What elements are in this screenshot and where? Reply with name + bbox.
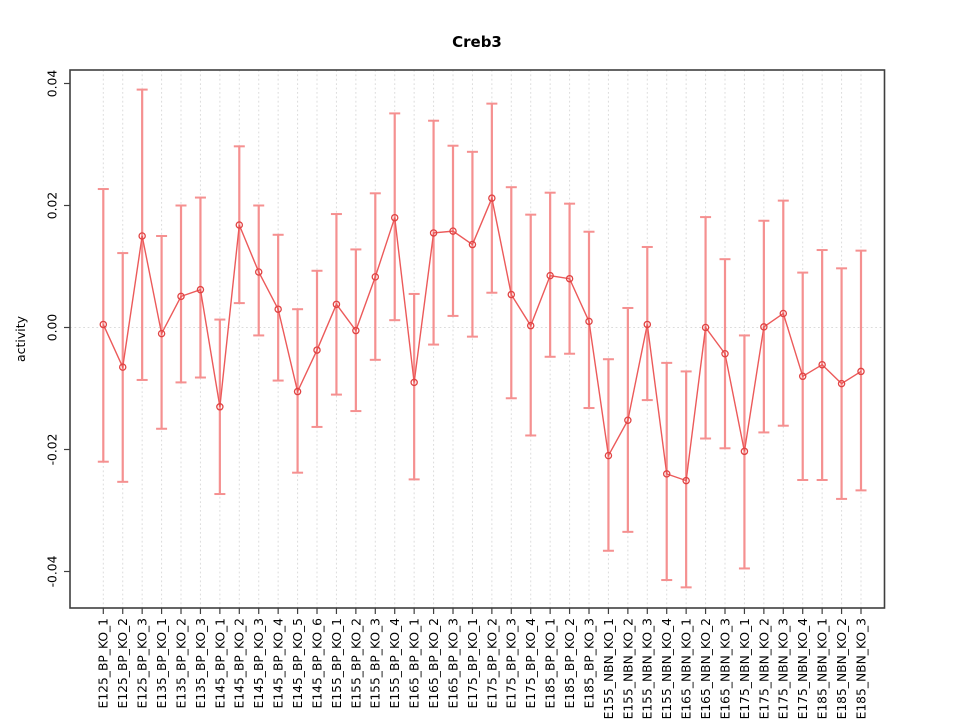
x-tick-label: E125_BP_KO_1 (97, 618, 111, 708)
plot-border (69, 69, 886, 609)
x-tick-label: E175_BP_KO_3 (505, 618, 519, 708)
data-point-marker (177, 292, 185, 301)
data-point-marker (507, 290, 516, 299)
x-tick-label: E125_BP_KO_3 (136, 618, 150, 708)
x-tick-label: E175_NBN_KO_4 (796, 618, 810, 720)
x-tick-label: E175_BP_KO_2 (485, 618, 499, 708)
data-point-marker (196, 285, 205, 294)
x-tick-label: E175_BP_KO_1 (466, 618, 480, 708)
data-point-marker (254, 268, 263, 276)
data-point-marker (235, 221, 244, 229)
chart-title: Creb3 (452, 33, 502, 51)
data-point-marker (818, 360, 826, 369)
data-point-marker (624, 416, 632, 424)
y-tick-label: 0.00 (45, 314, 59, 341)
y-tick-label: 0.02 (45, 192, 59, 219)
data-point-marker (138, 232, 146, 240)
x-tick-label: E135_BP_KO_3 (194, 618, 208, 708)
data-point-marker (390, 213, 399, 222)
data-point-marker (468, 240, 477, 249)
data-point-marker (798, 372, 807, 381)
data-point-marker (99, 320, 108, 329)
x-tick-label: E185_NBN_KO_1 (816, 618, 830, 719)
y-tick-label: -0.04 (45, 555, 59, 587)
data-point-marker (565, 274, 574, 283)
data-point-marker (779, 309, 788, 318)
x-tick-label: E165_NBN_KO_3 (718, 618, 732, 719)
data-point-marker (429, 229, 438, 237)
data-point-marker (526, 321, 535, 330)
data-point-marker (332, 300, 341, 309)
data-point-marker (740, 447, 749, 456)
x-tick-label: E185_BP_KO_3 (582, 618, 596, 708)
x-tick-label: E145_BP_KO_1 (213, 618, 227, 708)
data-point-marker (293, 387, 302, 396)
data-point-marker (352, 326, 360, 335)
data-point-marker (410, 378, 418, 387)
axes-layer (64, 69, 886, 614)
x-tick-label: E175_NBN_KO_1 (738, 618, 752, 719)
x-tick-label: E145_BP_KO_5 (291, 618, 305, 708)
x-tick-label: E185_NBN_KO_2 (835, 618, 849, 719)
x-tick-label: E145_BP_KO_2 (233, 618, 247, 708)
data-point-marker (701, 323, 710, 332)
data-point-marker (760, 323, 768, 331)
x-tick-label: E175_NBN_KO_2 (757, 618, 771, 719)
series-line (102, 195, 862, 482)
x-tick-label: E185_BP_KO_2 (563, 618, 577, 708)
x-tick-label: E145_BP_KO_4 (272, 618, 286, 709)
x-tick-label: E155_BP_KO_4 (388, 618, 402, 709)
data-point-marker (643, 320, 652, 329)
data-point-marker (662, 470, 671, 478)
x-tick-label: E165_NBN_KO_1 (680, 618, 694, 719)
series-line-layer (102, 195, 862, 482)
x-tick-label: E155_NBN_KO_1 (602, 618, 616, 719)
y-axis-title: activity (13, 315, 28, 362)
markers-layer (99, 194, 865, 485)
data-point-marker (857, 367, 865, 376)
x-tick-label: E155_NBN_KO_2 (621, 618, 635, 719)
data-point-marker (313, 346, 321, 354)
x-tick-label: E165_BP_KO_2 (427, 618, 441, 708)
tick-labels-layer: E125_BP_KO_1 E125_BP_KO_2 E125_BP_KO_3 E135… (45, 70, 868, 720)
data-point-marker (488, 194, 496, 202)
x-tick-label: E145_BP_KO_6 (310, 618, 324, 709)
data-point-marker (604, 451, 613, 460)
x-tick-label: E175_BP_KO_4 (524, 618, 538, 709)
y-tick-label: -0.02 (45, 434, 59, 466)
data-point-marker (216, 403, 224, 411)
error-bars-layer (97, 88, 867, 589)
data-point-marker (118, 363, 127, 371)
x-tick-label: E185_NBN_KO_3 (854, 618, 868, 719)
data-point-marker (449, 227, 457, 235)
x-tick-label: E155_BP_KO_1 (330, 618, 344, 708)
x-tick-label: E165_BP_KO_3 (446, 618, 460, 708)
data-point-marker (274, 305, 282, 313)
data-point-marker (546, 271, 554, 280)
data-point-marker (721, 349, 729, 358)
y-tick-label: 0.04 (45, 70, 59, 98)
x-tick-label: E155_BP_KO_3 (369, 618, 383, 708)
x-tick-label: E155_NBN_KO_4 (660, 618, 674, 720)
data-point-marker (837, 379, 846, 388)
x-tick-label: E155_NBN_KO_3 (641, 618, 655, 719)
data-point-marker (682, 476, 690, 485)
x-tick-label: E135_BP_KO_2 (174, 618, 188, 708)
x-tick-label: E165_BP_KO_1 (408, 618, 422, 708)
x-tick-label: E155_BP_KO_2 (349, 618, 363, 708)
data-point-marker (371, 273, 380, 281)
data-point-marker (585, 317, 593, 326)
x-tick-label: E165_NBN_KO_2 (699, 618, 713, 719)
x-tick-label: E125_BP_KO_2 (116, 618, 130, 708)
x-tick-label: E135_BP_KO_1 (155, 618, 169, 708)
x-tick-label: E145_BP_KO_3 (252, 618, 266, 708)
data-point-marker (157, 329, 166, 338)
x-tick-label: E175_NBN_KO_3 (777, 618, 791, 719)
x-tick-label: E185_BP_KO_1 (544, 618, 558, 708)
